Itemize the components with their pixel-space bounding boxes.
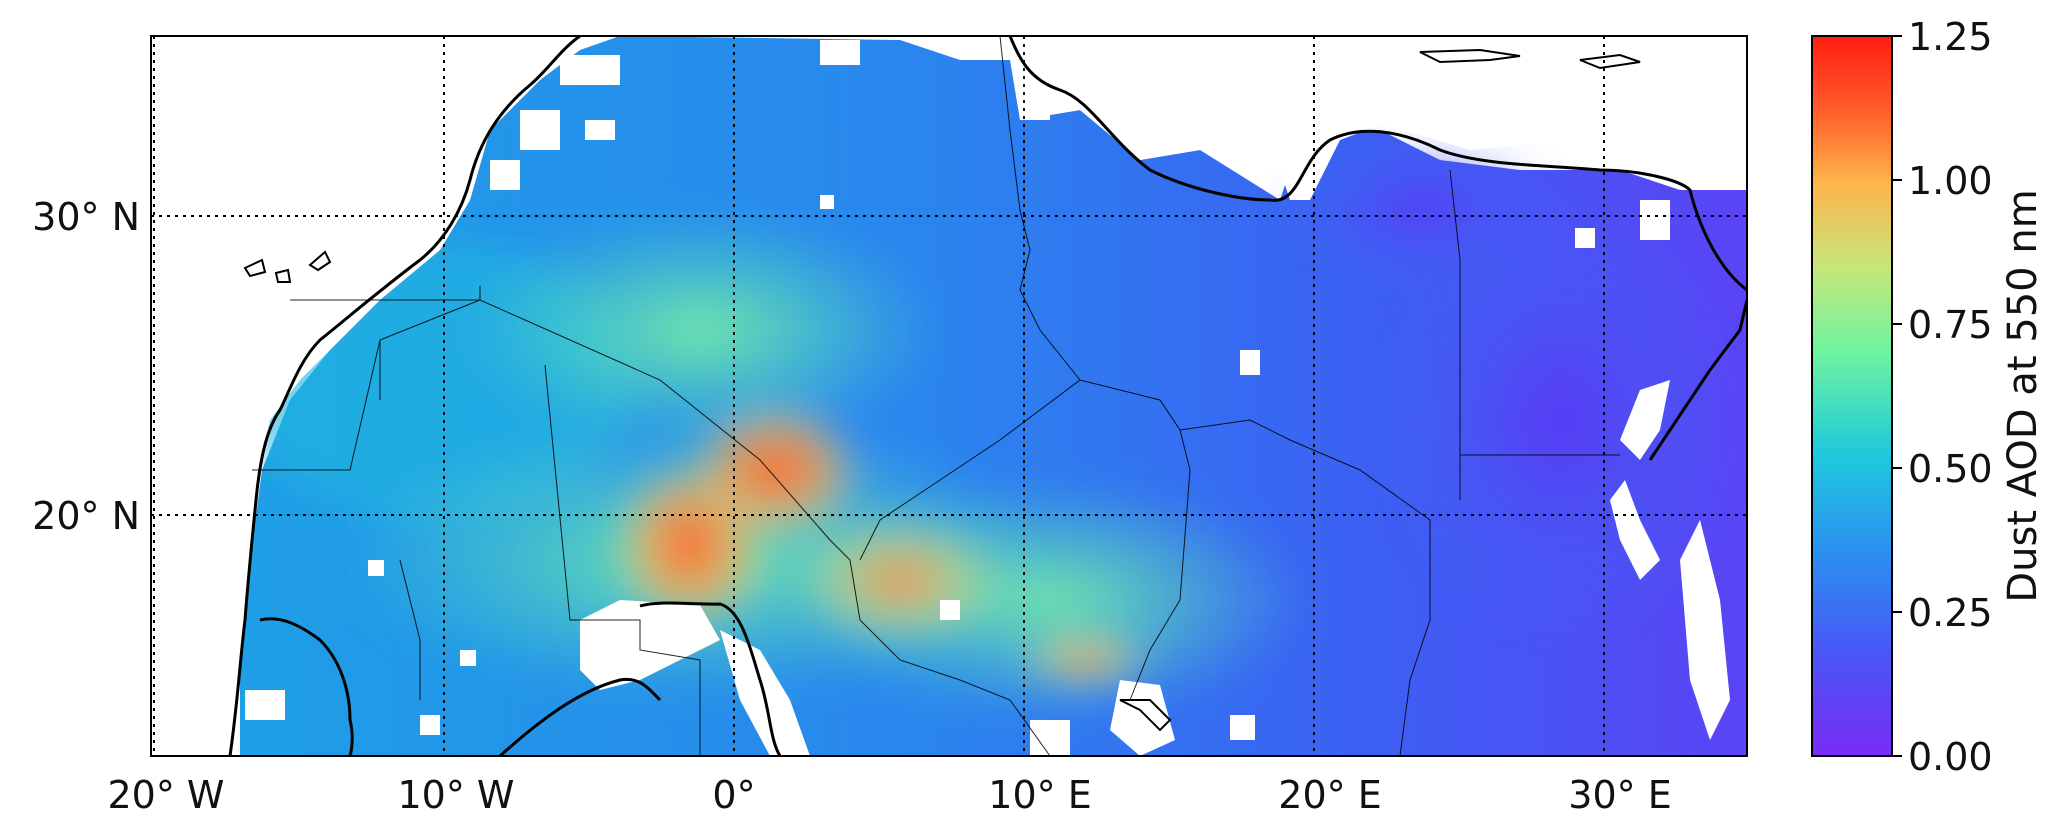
plot-area	[151, 36, 1747, 756]
lon-tick-label: 10° W	[397, 773, 514, 817]
colorbar-tick-label: 1.25	[1908, 15, 1993, 59]
plot-frame	[150, 35, 1748, 757]
lat-tick-labels: 30° N 20° N	[32, 195, 140, 538]
lon-tick-label: 20° E	[1278, 773, 1381, 817]
lon-tick-labels: 20° W 10° W 0° 10° E 20° E 30° E	[107, 773, 1671, 817]
coastlines	[228, 36, 1747, 756]
islands	[243, 48, 1641, 732]
colorbar-ticks	[1892, 35, 1902, 757]
colorbar-tick-label: 0.50	[1908, 447, 1993, 491]
colorbar-tick-label: 1.00	[1908, 159, 1993, 203]
gridlines	[151, 36, 1747, 756]
colorbar-tick-label: 0.00	[1908, 735, 1993, 779]
country-borders	[252, 36, 1620, 756]
lat-tick-label: 30° N	[32, 195, 140, 239]
colorbar: 0.00 0.25 0.50 0.75 1.00 1.25 Dust AOD a…	[1811, 15, 2046, 779]
colorbar-tick-label: 0.75	[1908, 303, 1993, 347]
colorbar-gradient	[1811, 35, 1893, 757]
colorbar-tick-label: 0.25	[1908, 591, 1993, 635]
lon-tick-label: 20° W	[107, 773, 224, 817]
colorbar-label: Dust AOD at 550 nm	[2000, 189, 2046, 602]
lat-tick-label: 20° N	[32, 494, 140, 538]
atlantic-ocean	[151, 36, 580, 756]
missing-data-patches	[245, 40, 1730, 756]
lon-tick-label: 0°	[712, 773, 755, 817]
lon-tick-label: 10° E	[988, 773, 1091, 817]
lon-tick-label: 30° E	[1568, 773, 1671, 817]
mediterranean-sea	[620, 36, 1747, 200]
